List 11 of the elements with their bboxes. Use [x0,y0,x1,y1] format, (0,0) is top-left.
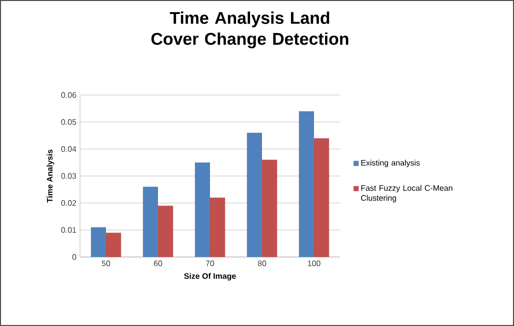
bar [262,160,278,257]
bar [314,138,330,257]
bar [246,132,262,257]
bar [298,111,314,257]
bar [194,162,210,257]
bar [158,206,174,257]
bar [142,186,158,257]
bar [90,227,106,257]
bar [106,232,122,257]
bar [210,198,226,257]
chart-title: Time Analysis Land Cover Change Detection [151,12,348,48]
